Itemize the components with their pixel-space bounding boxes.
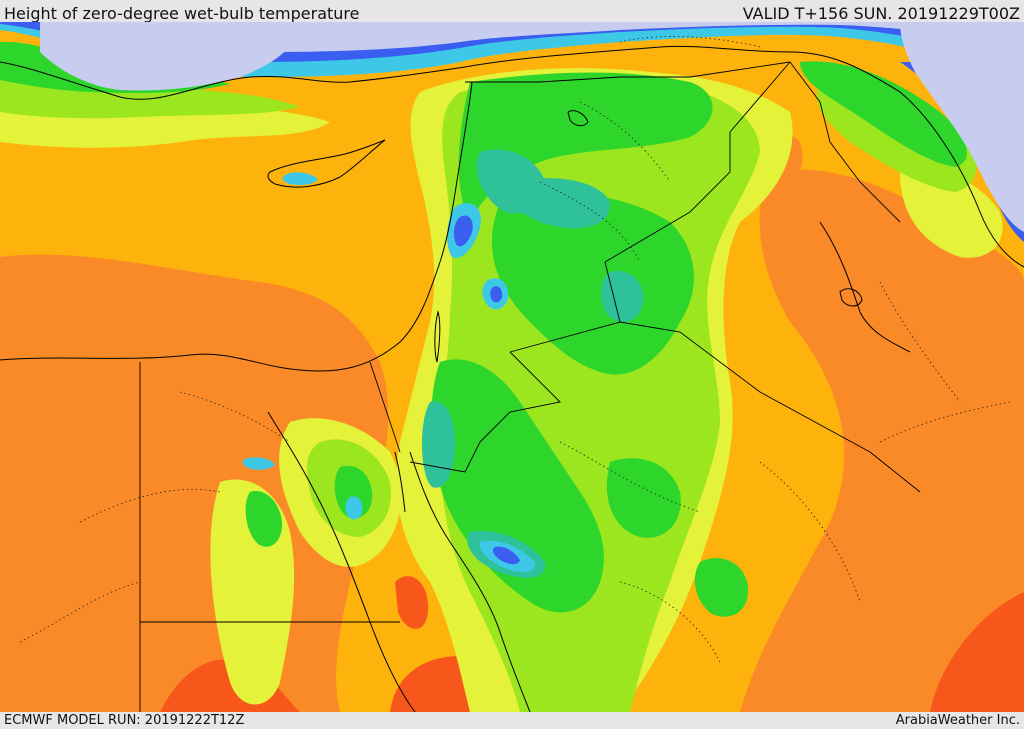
field-green-south: [694, 558, 749, 617]
internal-boundary-5: [559, 441, 701, 513]
border-egypt-israel: [369, 361, 401, 453]
field-red-orange-patch: [395, 576, 429, 629]
sea-caspian-region: [900, 22, 1024, 232]
border-iraq-iran: [789, 61, 901, 223]
field-teal-saudi: [421, 401, 455, 488]
map-canvas: [0, 22, 1024, 712]
island-coastline: [839, 288, 863, 307]
field-cyan-sinai: [345, 496, 363, 520]
redsea-east-coastline: [409, 451, 531, 712]
gulf-of-aqaba-coastline: [394, 451, 406, 513]
northern-coastline: [0, 45, 1024, 268]
field-green-gulf: [800, 61, 967, 167]
map-title: Height of zero-degree wet-bulb temperatu…: [4, 4, 360, 23]
internal-boundary-6: [619, 581, 721, 663]
internal-boundaries: [19, 36, 1011, 663]
coastlines: [0, 45, 1024, 712]
redsea-west-coastline: [267, 411, 416, 712]
model-run-label: ECMWF MODEL RUN: 20191222T12Z: [4, 713, 245, 728]
sea-northwest: [40, 22, 300, 91]
field-green-east: [606, 458, 681, 538]
weather-map: [0, 22, 1024, 712]
sea-mediterranean-north: [100, 22, 1024, 52]
border-jordan-saudi: [409, 351, 561, 473]
lake-coastline: [567, 110, 589, 127]
mediterranean-coastline: [0, 81, 473, 372]
valid-time: VALID T+156 SUN. 20191229T00Z: [742, 4, 1020, 23]
field-green-egypt: [245, 491, 283, 547]
field-blue-hejaz: [492, 546, 520, 565]
field-red-orange-east: [930, 592, 1024, 712]
field-teal-jordan: [509, 178, 611, 229]
field-blue-lebanon: [453, 215, 473, 247]
field-blue-jordan: [490, 286, 503, 303]
internal-boundary-10: [579, 101, 671, 183]
border-syria-iraq: [604, 61, 791, 263]
internal-boundary-1: [179, 391, 291, 443]
field-green-sinai: [334, 465, 373, 519]
internal-boundary-4: [539, 181, 641, 263]
internal-boundary-7: [759, 461, 861, 603]
internal-boundary-9: [879, 401, 1011, 443]
footer-bar: ECMWF MODEL RUN: 20191222T12Z ArabiaWeat…: [0, 712, 1024, 729]
field-orange-arabia: [740, 169, 1024, 712]
political-borders: [139, 61, 921, 712]
field-cyan-egypt: [242, 457, 275, 470]
credit-label: ArabiaWeather Inc.: [895, 713, 1020, 728]
border-iraq-saudi: [619, 321, 921, 493]
header-bar: Height of zero-degree wet-bulb temperatu…: [0, 0, 1024, 23]
field-teal-east: [601, 271, 644, 322]
cyprus-coastline: [267, 139, 386, 188]
field-green-syria: [458, 72, 713, 222]
border-syria-turkey: [465, 61, 791, 83]
internal-boundary-11: [619, 36, 761, 48]
internal-boundary-3: [19, 581, 141, 643]
field-yellow-gulf: [900, 169, 1003, 258]
internal-boundary-8: [879, 281, 961, 403]
dead-sea-coastline: [434, 310, 441, 363]
field-cyan-cyprus: [282, 172, 318, 185]
persian-gulf-coastline: [819, 221, 911, 353]
